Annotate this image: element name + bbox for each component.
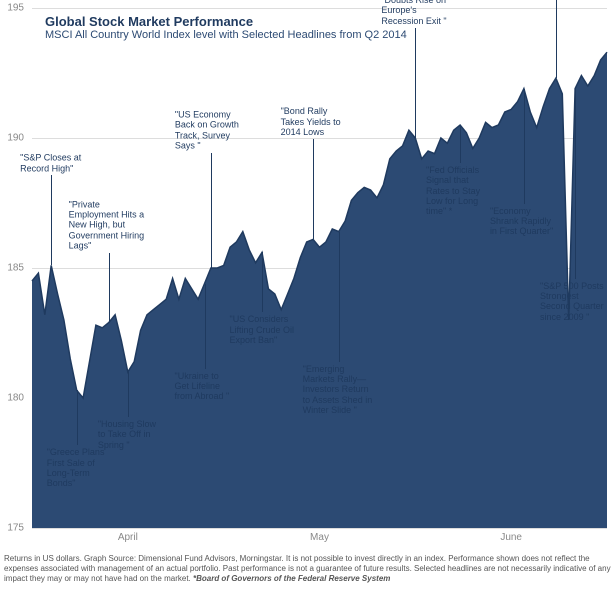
chart-area: 175 180 185 190 195 April May June "S&P Closes a… [0,0,615,548]
annotation-leader-line [211,153,212,268]
x-tick-label: May [310,528,329,543]
plot-area: 175180185190195AprilMayJune"S&P Closes a… [32,8,607,528]
annotation-leader-line [313,139,314,239]
annotation-leader-line [524,89,525,204]
annotation-leader-line [128,372,129,417]
footnote-bold: *Board of Governors of the Federal Reser… [193,574,390,583]
annotation-label: "Economy Shrank Rapidly in First Quarter… [490,206,558,237]
annotation-label: "Fed Officials Signal that Rates to Stay… [426,165,494,217]
annotation-label: "Bond Rally Takes Yields to 2014 Lows [281,106,346,137]
annotation-leader-line [460,125,461,163]
x-tick-label: June [500,528,522,543]
annotation-leader-line [109,253,110,323]
annotation-leader-line [556,0,557,78]
y-tick-label: 195 [7,3,28,14]
annotation-label: "S&P Closes at Record High" [20,153,82,174]
annotation-leader-line [51,175,52,265]
y-tick-label: 180 [7,393,28,404]
annotation-label: "Greece Plans First Sale of Long-Term Bo… [47,447,107,488]
annotation-label: "Private Employment Hits a New High, but… [69,199,149,251]
annotation-leader-line [262,252,263,312]
annotation-leader-line [339,232,340,362]
annotation-label: "US Economy Back on Growth Track, Survey… [175,110,247,151]
annotation-leader-line [77,390,78,445]
annotation-leader-line [205,284,206,369]
y-tick-label: 190 [7,133,28,144]
annotation-label: "Ukraine to Get Lifeline from Abroad " [175,371,235,402]
y-tick-label: 175 [7,523,28,534]
x-tick-label: April [118,528,138,543]
annotation-label: "Emerging Markets Rally—Investors Return… [303,364,375,416]
annotation-label: "US Considers Lifting Crude Oil Export B… [230,314,295,345]
annotation-leader-line [415,28,416,138]
annotation-label: "Doubts Rise on Europe's Recession Exit … [381,0,449,26]
annotation-leader-line [575,89,576,279]
y-tick-label: 185 [7,263,28,274]
annotation-label: "Housing Slow to Take Off in Spring " [98,419,158,450]
footnote: Returns in US dollars. Graph Source: Dim… [0,548,615,588]
annotation-label: "S&P 500 Posts Strongest Second Quarter … [540,281,610,322]
